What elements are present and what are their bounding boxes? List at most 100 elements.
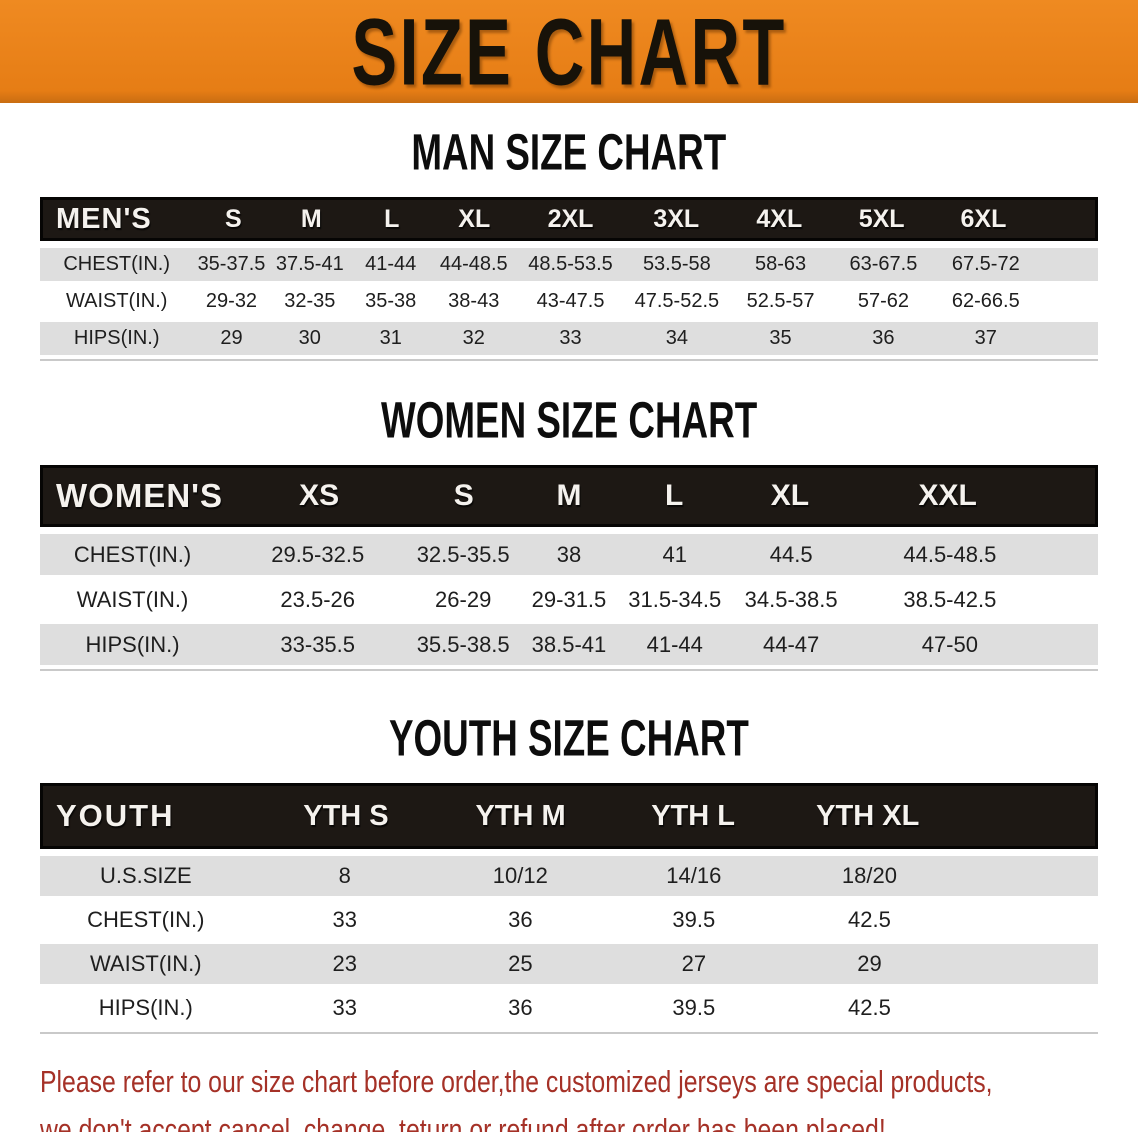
size-value-cell: 35.5-38.5: [416, 631, 510, 657]
size-value-cell: 41: [662, 541, 688, 567]
size-value-cell: 35-38: [365, 290, 417, 312]
size-value-cell: 33: [332, 995, 357, 1020]
table-row: WAIST(IN.) 29-32 32-35 35-38 38-43 43-47.5 47.…: [40, 285, 1098, 318]
size-value-cell: 34: [665, 327, 688, 349]
size-value-cell: 57-62: [857, 290, 909, 312]
table-row: HIPS(IN.) 33-35.5 35.5-38.5 38.5-41 41-44 44-…: [40, 624, 1098, 665]
row-label-cell: WAIST(IN.): [65, 290, 168, 312]
size-value-cell: 48.5-53.5: [528, 253, 613, 275]
size-value-cell: 38: [556, 541, 582, 567]
size-value-cell: 14/16: [666, 863, 722, 888]
size-value-cell: 29: [857, 951, 882, 976]
size-value-cell: 27: [681, 951, 707, 976]
women-section-title: WOMEN SIZE CHART: [0, 391, 1138, 449]
size-value-cell: 18/20: [841, 863, 897, 888]
row-label-cell: CHEST(IN.): [87, 907, 205, 932]
table-row: HIPS(IN.) 29 30 31 32 33 34 35 36 37: [40, 322, 1098, 355]
size-value-cell: 67.5-72: [951, 253, 1020, 275]
size-value-cell: 38.5-41: [531, 631, 607, 657]
size-value-cell: 36: [508, 907, 533, 932]
youth-section-title: YOUTH SIZE CHART: [0, 709, 1138, 767]
size-value-cell: 62-66.5: [951, 290, 1020, 312]
youth-section-title-text: YOUTH SIZE CHART: [389, 709, 749, 767]
size-value-cell: 23.5-26: [280, 586, 356, 612]
table-row: WAIST(IN.) 23.5-26 26-29 29-31.5 31.5-34.5 34…: [40, 579, 1098, 620]
row-label-cell: U.S.SIZE: [99, 863, 192, 888]
size-header-cell: XL: [458, 204, 491, 233]
size-value-cell: 44.5-48.5: [903, 541, 997, 567]
women-section-title-text: WOMEN SIZE CHART: [380, 391, 758, 449]
size-value-cell: 10/12: [492, 863, 548, 888]
size-value-cell: 29.5-32.5: [271, 541, 365, 567]
size-value-cell: 33-35.5: [280, 631, 356, 657]
table-title-cell: MEN'S: [56, 202, 152, 235]
size-value-cell: 26-29: [435, 586, 492, 612]
size-value-cell: 63-67.5: [849, 253, 918, 275]
size-value-cell: 35-37.5: [197, 253, 266, 275]
size-value-cell: 31.5-34.5: [628, 586, 722, 612]
size-header-cell: 5XL: [858, 204, 905, 233]
youth-section: YOUTH SIZE CHART YOUTH YTH S YTH M YTH L YTH…: [0, 709, 1138, 1034]
size-value-cell: 44-47: [763, 631, 820, 657]
men-section-title-text: MAN SIZE CHART: [411, 123, 727, 181]
order-policy-note-line2: we don't accept cancel, change, teturn o…: [40, 1112, 886, 1132]
size-chart-banner: SIZE CHART: [0, 0, 1138, 104]
size-value-cell: 38-43: [448, 290, 500, 312]
youth-size-table: YOUTH YTH S YTH M YTH L YTH XL U.S.SIZE 8 10/12…: [40, 783, 1098, 1028]
size-value-cell: 35: [769, 327, 792, 349]
size-value-cell: 38.5-42.5: [903, 586, 997, 612]
row-label-cell: CHEST(IN.): [73, 541, 192, 567]
size-value-cell: 29: [220, 327, 243, 349]
size-header-cell: M: [300, 204, 322, 233]
size-header-cell: S: [453, 479, 474, 512]
size-header-cell: 4XL: [756, 204, 803, 233]
table-title-cell: YOUTH: [56, 798, 175, 833]
table-title-cell: WOMEN'S: [56, 477, 224, 514]
size-value-cell: 43-47.5: [536, 290, 605, 312]
men-section: MAN SIZE CHART MEN'S S M L XL 2XL 3XL 4XL 5XL 6XL…: [0, 123, 1138, 361]
size-value-cell: 47.5-52.5: [634, 290, 720, 312]
size-value-cell: 36: [508, 995, 533, 1020]
women-table-bottom-divider: [40, 669, 1098, 671]
size-value-cell: 33: [332, 907, 357, 932]
table-row: CHEST(IN.) 33 36 39.5 42.5: [40, 900, 1098, 940]
table-header-row: WOMEN'S XS S M L XL XXL: [40, 465, 1098, 527]
size-header-cell: XXL: [918, 479, 977, 512]
size-header-cell: S: [225, 204, 242, 233]
youth-table-bottom-divider: [40, 1032, 1098, 1034]
row-label-cell: HIPS(IN.): [73, 327, 160, 349]
banner-title: SIZE CHART: [351, 0, 787, 105]
size-value-cell: 8: [338, 863, 351, 888]
size-header-cell: XS: [299, 479, 340, 512]
size-value-cell: 33: [559, 327, 582, 349]
size-header-cell: YTH L: [651, 799, 735, 832]
size-value-cell: 36: [872, 327, 895, 349]
size-value-cell: 41-44: [365, 253, 417, 275]
row-label-cell: CHEST(IN.): [63, 253, 171, 275]
order-policy-note-line1: Please refer to our size chart before or…: [40, 1064, 993, 1099]
size-value-cell: 41-44: [646, 631, 703, 657]
size-header-cell: 2XL: [547, 204, 594, 233]
size-value-cell: 42.5: [848, 907, 891, 932]
size-value-cell: 32: [462, 327, 485, 349]
size-value-cell: 23: [332, 951, 357, 976]
women-size-table: WOMEN'S XS S M L XL XXL CHEST(IN.) 29.5-32.5 32.5…: [40, 465, 1098, 665]
row-label-cell: HIPS(IN.): [85, 631, 180, 657]
men-table-bottom-divider: [40, 359, 1098, 361]
table-row: HIPS(IN.) 33 36 39.5 42.5: [40, 988, 1098, 1028]
size-value-cell: 31: [379, 327, 402, 349]
size-value-cell: 39.5: [672, 995, 716, 1020]
table-row: CHEST(IN.) 29.5-32.5 32.5-35.5 38 41 44.5 44.5…: [40, 534, 1098, 575]
size-value-cell: 58-63: [754, 253, 807, 275]
table-row: CHEST(IN.) 35-37.5 37.5-41 41-44 44-48.5 48.5…: [40, 248, 1098, 281]
men-section-title: MAN SIZE CHART: [0, 123, 1138, 181]
table-header-row: MEN'S S M L XL 2XL 3XL 4XL 5XL 6XL: [40, 197, 1098, 241]
size-header-cell: L: [384, 204, 400, 233]
size-value-cell: 47-50: [921, 631, 978, 657]
women-section: WOMEN SIZE CHART WOMEN'S XS S M L XL XXL CHEST(…: [0, 391, 1138, 671]
table-header-row: YOUTH YTH S YTH M YTH L YTH XL: [40, 783, 1098, 849]
size-header-cell: 3XL: [653, 204, 700, 233]
size-header-cell: YTH XL: [816, 799, 920, 832]
size-value-cell: 42.5: [848, 995, 891, 1020]
size-value-cell: 29-32: [205, 290, 258, 312]
